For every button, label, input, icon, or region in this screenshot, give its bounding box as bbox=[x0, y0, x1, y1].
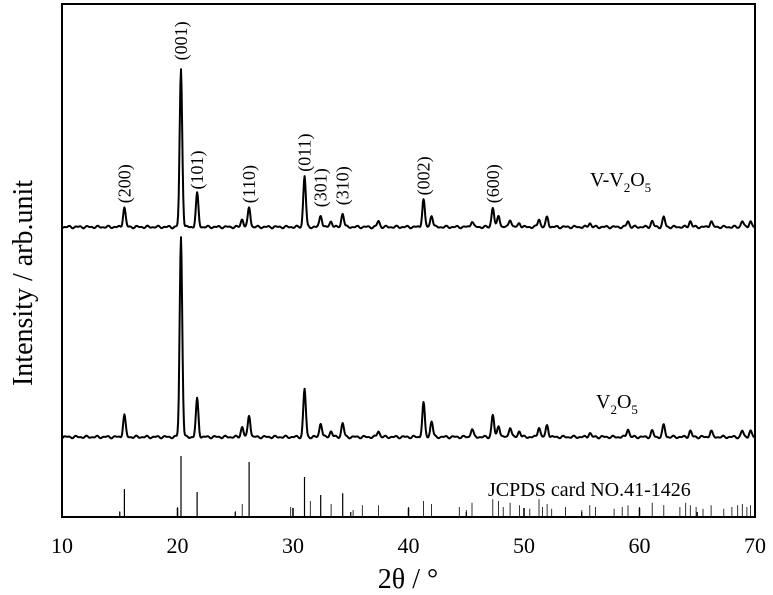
x-tick-label-50: 50 bbox=[513, 533, 535, 558]
x-tick-label-40: 40 bbox=[398, 533, 420, 558]
reference-card-label: JCPDS card NO.41-1426 bbox=[488, 479, 691, 501]
peak-label-200: (200) bbox=[114, 164, 135, 203]
x-tick-label-10: 10 bbox=[51, 533, 73, 558]
peak-label-301: (301) bbox=[311, 168, 332, 207]
peak-labels: (200) (001) (101) (110) (011)(301) (310) (002)… bbox=[114, 21, 503, 207]
y-axis-title: Intensity / arb.unit bbox=[8, 180, 39, 386]
peak-label-110: (110) bbox=[239, 165, 260, 203]
plot-frame bbox=[61, 3, 756, 518]
peak-label-310: (310) bbox=[333, 166, 354, 205]
x-axis-title: 2θ / ° bbox=[378, 564, 438, 595]
x-tick-label-20: 20 bbox=[167, 533, 189, 558]
series-label-top: V-V2O5 bbox=[590, 169, 651, 195]
peak-label-001: (001) bbox=[171, 21, 192, 60]
series-group bbox=[61, 68, 756, 440]
x-tick-label-60: 60 bbox=[629, 533, 651, 558]
series-line-2 bbox=[61, 236, 756, 440]
peak-label-101: (101) bbox=[187, 151, 208, 190]
x-tick-label-30: 30 bbox=[282, 533, 304, 558]
x-tick-label-70: 70 bbox=[744, 533, 766, 558]
peak-label-011: (011) bbox=[295, 133, 316, 171]
x-axis: 10 20 30 40 50 60 70 bbox=[51, 508, 766, 558]
reference-lines bbox=[119, 456, 751, 516]
series-label-bottom: V2O5 bbox=[596, 391, 638, 417]
peak-label-002: (002) bbox=[414, 156, 435, 195]
series-line-1 bbox=[61, 68, 756, 230]
peak-label-600: (600) bbox=[483, 164, 504, 203]
